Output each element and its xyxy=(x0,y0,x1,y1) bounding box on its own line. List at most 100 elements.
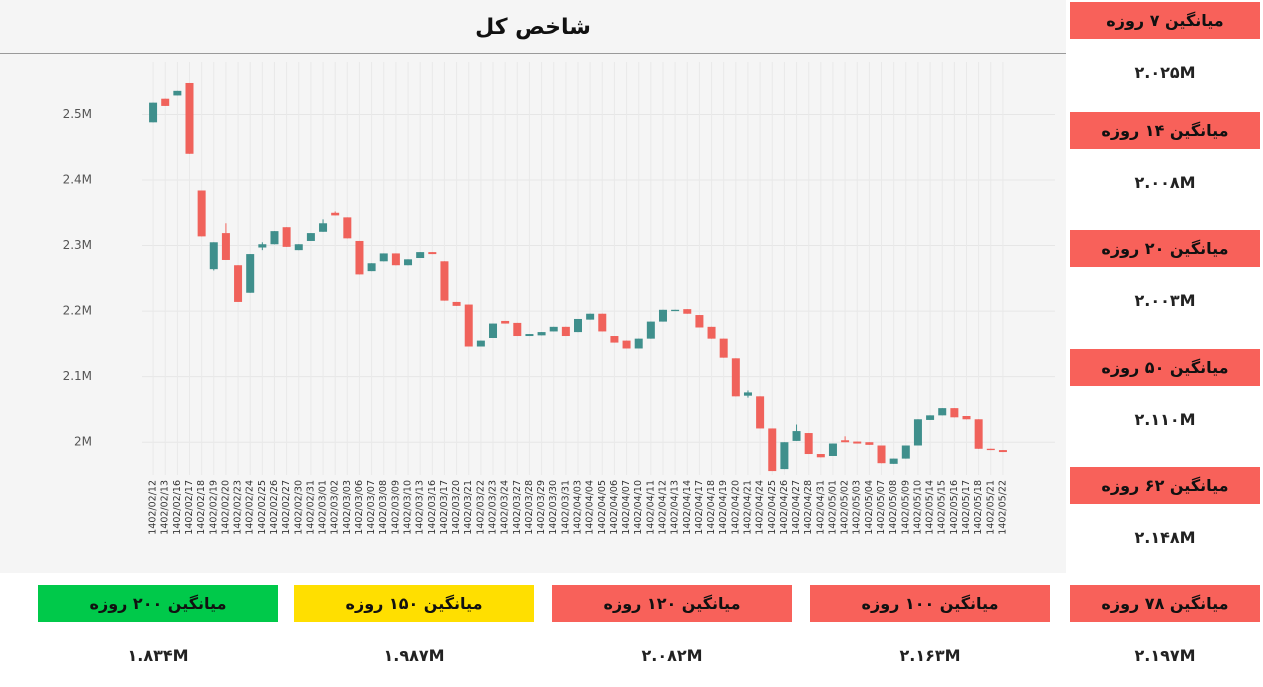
tile-value: ۲.۱۶۳M xyxy=(899,645,961,665)
candle-body xyxy=(804,433,813,455)
x-tick-label: 1402/02/19 xyxy=(208,480,219,535)
x-tick-label: 1402/05/14 xyxy=(925,480,936,535)
candle-body xyxy=(719,338,728,358)
candle-body xyxy=(513,322,522,337)
candle-body xyxy=(828,443,837,456)
x-tick-label: 1402/04/27 xyxy=(791,480,802,535)
candle-body xyxy=(634,338,643,349)
candle-body xyxy=(841,440,850,443)
x-tick-label: 1402/03/21 xyxy=(463,480,474,535)
candle-body xyxy=(525,334,534,337)
x-tick-label: 1402/05/17 xyxy=(961,480,972,535)
x-tick-label: 1402/02/23 xyxy=(233,480,244,535)
x-tick-label: 1402/03/23 xyxy=(488,480,499,535)
x-tick-label: 1402/03/17 xyxy=(439,480,450,535)
x-tick-label: 1402/05/10 xyxy=(912,480,923,535)
x-tick-label: 1402/02/12 xyxy=(148,480,159,535)
tile-label: میانگین ۲۰۰ روزه xyxy=(38,585,278,622)
candle-body xyxy=(913,419,922,446)
tile-value: ۱.۸۳۴M xyxy=(127,645,189,665)
tile-value: ۲.۰۰۳M xyxy=(1134,290,1196,310)
y-tick-label: 2.4M xyxy=(63,173,92,187)
chart-panel: شاخص کل 2M 2.1M 2.2M 2.3M 2.4M 2.5M 1402/02/12… xyxy=(0,15,1066,535)
candle-body xyxy=(998,450,1007,453)
candle-body xyxy=(962,416,971,420)
candle-body xyxy=(756,396,765,429)
candle-body xyxy=(391,253,400,266)
x-tick-label: 1402/03/24 xyxy=(500,480,511,535)
candle-body xyxy=(355,240,364,275)
x-tick-label: 1402/04/31 xyxy=(815,480,826,535)
x-tick-label: 1402/03/10 xyxy=(403,480,414,535)
candle-body xyxy=(149,102,158,123)
x-tick-label: 1402/04/18 xyxy=(706,480,717,535)
candle-body xyxy=(792,431,801,441)
x-tick-label: 1402/04/05 xyxy=(597,480,608,535)
candle-body xyxy=(476,340,485,347)
candle-body xyxy=(683,309,692,314)
x-tick-label: 1402/04/03 xyxy=(573,480,584,535)
tile-label: میانگین ۷ روزه xyxy=(1070,2,1260,39)
x-tick-label: 1402/03/06 xyxy=(354,480,365,535)
tile-value: ۲.۰۲۵M xyxy=(1134,62,1196,82)
tile-label: میانگین ۲۰ روزه xyxy=(1070,230,1260,267)
x-tick-label: 1402/04/19 xyxy=(718,480,729,535)
candle-body xyxy=(331,212,340,216)
x-tick-label: 1402/04/07 xyxy=(621,480,632,535)
x-tick-label: 1402/05/04 xyxy=(864,480,875,535)
x-tick-label: 1402/05/21 xyxy=(985,480,996,535)
candle-body xyxy=(416,252,425,259)
candle-body xyxy=(319,223,328,232)
x-tick-label: 1402/05/08 xyxy=(888,480,899,535)
candle-body xyxy=(865,442,874,445)
tile-value: ۲.۰۰۸M xyxy=(1134,172,1196,192)
x-tick-label: 1402/03/30 xyxy=(548,480,559,535)
x-tick-label: 1402/02/30 xyxy=(293,480,304,535)
candle-body xyxy=(197,190,206,237)
x-tick-label: 1402/02/16 xyxy=(172,480,183,535)
x-tick-label: 1402/02/27 xyxy=(281,480,292,535)
tile-label: میانگین ۱۴ روزه xyxy=(1070,112,1260,149)
x-tick-label: 1402/04/06 xyxy=(609,480,620,535)
candle-body xyxy=(974,419,983,449)
x-tick-label: 1402/05/09 xyxy=(900,480,911,535)
candle-body xyxy=(258,244,267,248)
candle-body xyxy=(877,445,886,464)
x-tick-label: 1402/05/15 xyxy=(937,480,948,535)
x-tick-label: 1402/05/22 xyxy=(997,480,1008,535)
x-tick-label: 1402/03/31 xyxy=(560,480,571,535)
tile-label: میانگین ۱۵۰ روزه xyxy=(294,585,534,622)
candle-body xyxy=(731,358,740,397)
candle-body xyxy=(209,242,218,270)
candle-body xyxy=(743,392,752,396)
candle-body xyxy=(695,315,704,328)
x-tick-label: 1402/04/28 xyxy=(803,480,814,535)
y-tick-label: 2.3M xyxy=(63,238,92,252)
y-tick-label: 2.5M xyxy=(63,107,92,121)
tile-value: ۲.۱۱۰M xyxy=(1134,409,1196,429)
x-tick-label: 1402/02/24 xyxy=(245,480,256,535)
y-tick-label: 2.1M xyxy=(63,369,92,383)
x-tick-label: 1402/03/28 xyxy=(524,480,535,535)
x-tick-label: 1402/04/10 xyxy=(633,480,644,535)
y-tick-label: 2.2M xyxy=(63,304,92,318)
tile-label: میانگین ۱۲۰ روزه xyxy=(552,585,792,622)
x-tick-label: 1402/05/02 xyxy=(840,480,851,535)
candle-body xyxy=(246,254,255,293)
x-tick-label: 1402/04/21 xyxy=(742,480,753,535)
candle-body xyxy=(658,309,667,322)
candle-body xyxy=(671,309,680,312)
x-tick-label: 1402/04/24 xyxy=(755,480,766,535)
candle-body xyxy=(489,323,498,338)
x-tick-label: 1402/05/16 xyxy=(949,480,960,535)
candle-body xyxy=(853,441,862,444)
candle-body xyxy=(707,326,716,339)
x-tick-label: 1402/03/22 xyxy=(475,480,486,535)
x-tick-label: 1402/04/14 xyxy=(682,480,693,535)
candle-body xyxy=(574,318,582,333)
tile-value: ۲.۱۴۸M xyxy=(1134,527,1196,547)
x-tick-label: 1402/03/16 xyxy=(427,480,438,535)
x-tick-label: 1402/04/25 xyxy=(767,480,778,535)
x-tick-label: 1402/02/18 xyxy=(196,480,207,535)
